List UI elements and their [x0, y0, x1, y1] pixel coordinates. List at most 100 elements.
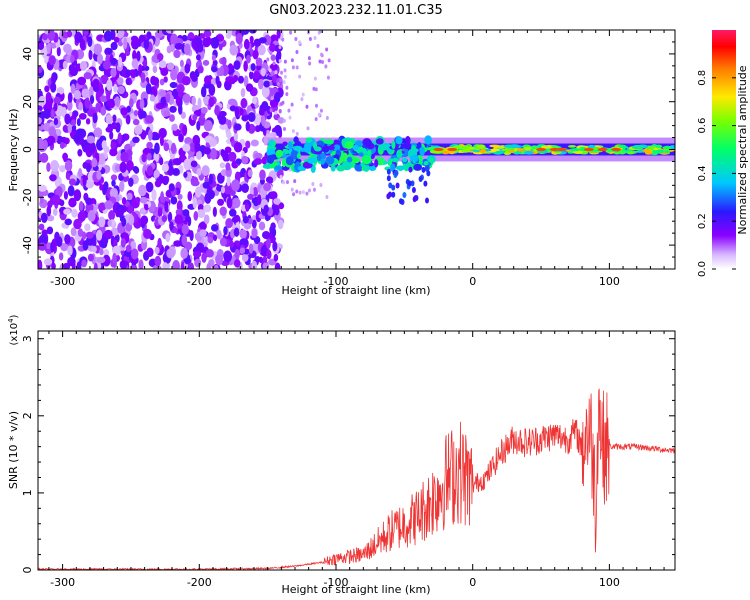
heatmap-cell — [290, 58, 294, 63]
heatmap-cell — [217, 198, 225, 206]
heatmap-cell — [190, 160, 198, 168]
heatmap-cell — [130, 35, 139, 42]
heatmap-cell — [103, 181, 109, 191]
heatmap-cell — [105, 114, 113, 125]
heatmap-cell — [158, 127, 167, 139]
heatmap-cell — [92, 78, 100, 88]
heatmap-cell — [163, 76, 168, 83]
heatmap-cell — [391, 157, 399, 163]
heatmap-cell — [283, 74, 287, 79]
heatmap-cell — [278, 58, 282, 63]
heatmap-cell — [203, 147, 212, 155]
heatmap-cell — [53, 102, 58, 112]
heatmap-cell — [296, 152, 301, 160]
heatmap-cell — [63, 43, 72, 54]
heatmap-cell — [219, 65, 224, 77]
heatmap-cell — [68, 178, 77, 186]
heatmap-cell — [208, 173, 214, 185]
heatmap-cell — [295, 189, 299, 194]
heatmap-cell — [160, 67, 169, 76]
heatmap-cell — [261, 156, 268, 165]
heatmap-cell — [280, 101, 284, 106]
heatmap-cell — [38, 105, 43, 112]
heatmap-cell — [245, 140, 251, 149]
heatmap-cell — [320, 59, 324, 64]
heatmap-cell — [71, 119, 77, 126]
heatmap-cell — [341, 160, 352, 170]
heatmap-cell — [194, 258, 202, 268]
heatmap-cell — [170, 69, 178, 81]
heatmap-cell — [203, 30, 212, 38]
heatmap-cell — [130, 248, 139, 260]
heatmap-cell — [378, 144, 388, 151]
heatmap-cell — [402, 192, 407, 199]
heatmap-cell — [279, 78, 283, 83]
heatmap-cell — [277, 219, 284, 230]
heatmap-cell — [124, 50, 131, 57]
heatmap-cell — [270, 96, 274, 101]
heatmap-cell — [270, 54, 276, 61]
heatmap-cell — [513, 151, 520, 155]
heatmap-cell — [149, 94, 155, 102]
heatmap-cell — [153, 151, 160, 163]
heatmap-cell — [81, 88, 90, 99]
heatmap-cell — [655, 144, 663, 149]
heatmap-cell — [251, 96, 258, 105]
heatmap-cell — [123, 37, 128, 50]
heatmap-cell — [87, 253, 94, 262]
heatmap-cell — [47, 30, 56, 41]
heatmap-cell — [100, 106, 107, 116]
heatmap-cell — [119, 180, 125, 193]
heatmap-cell — [219, 237, 227, 247]
heatmap-cell — [95, 229, 103, 241]
heatmap-cell — [219, 162, 226, 169]
heatmap-cell — [221, 56, 227, 66]
heatmap-cell — [252, 49, 259, 60]
heatmap-cell — [568, 144, 577, 148]
heatmap-cell — [169, 105, 177, 113]
heatmap-cell — [394, 169, 399, 176]
heatmap-cell — [247, 169, 253, 178]
heatmap-cell — [214, 105, 220, 116]
heatmap-cell — [159, 78, 165, 86]
heatmap-cell — [85, 197, 93, 206]
spectrogram-x-ticks: -300 -200 -100 0 100 — [48, 30, 665, 288]
heatmap-cell — [196, 54, 201, 61]
heatmap-cell — [211, 54, 216, 62]
heatmap-cell — [281, 37, 285, 42]
heatmap-cell — [253, 38, 262, 47]
heatmap-cell — [324, 64, 328, 69]
colorbar-tick-label: 0.4 — [697, 165, 708, 181]
heatmap-cell — [151, 188, 157, 201]
heatmap-cell — [516, 148, 525, 152]
heatmap-cell — [132, 50, 137, 61]
heatmap-cell — [180, 111, 186, 119]
heatmap-cell — [162, 175, 169, 186]
heatmap-cell — [211, 224, 219, 232]
x-tick-label: 0 — [469, 576, 476, 589]
heatmap-cell — [476, 144, 486, 149]
heatmap-cell — [194, 186, 202, 198]
colorbar-label: Normalized spectral amplitude — [736, 65, 749, 234]
heatmap-cell — [51, 262, 56, 269]
heatmap-cell — [274, 165, 283, 171]
heatmap-cell — [208, 97, 215, 108]
heatmap-cell — [67, 245, 73, 256]
heatmap-cell — [70, 54, 75, 63]
heatmap-cell — [42, 33, 48, 41]
heatmap-cell — [262, 262, 270, 269]
heatmap-cell — [196, 168, 202, 176]
heatmap-cell — [313, 36, 317, 41]
heatmap-cell — [301, 190, 305, 195]
heatmap-cell — [240, 30, 250, 35]
heatmap-cell — [233, 141, 243, 153]
heatmap-cell — [209, 148, 218, 160]
heatmap-cell — [169, 81, 178, 89]
x-tick-label: -100 — [324, 275, 349, 288]
heatmap-cell — [569, 148, 580, 152]
heatmap-cell — [65, 172, 71, 180]
heatmap-cell — [241, 183, 249, 193]
heatmap-cell — [121, 197, 127, 205]
heatmap-cell — [165, 232, 171, 243]
heatmap-cell — [189, 142, 196, 153]
